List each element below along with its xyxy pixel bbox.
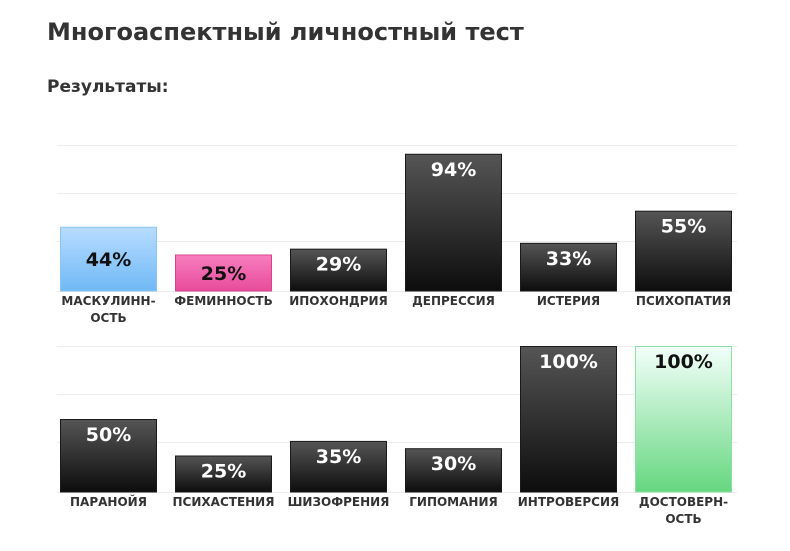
bar <box>175 254 272 292</box>
bar-value-label: 35% <box>316 446 361 468</box>
bar-value-label: 29% <box>316 254 361 276</box>
category-label: ПСИХАСТЕНИЯ <box>173 495 275 509</box>
bar-value-label: 44% <box>86 249 131 271</box>
category-label: ШИЗОФРЕНИЯ <box>288 495 390 509</box>
category-label: ФЕМИННОСТЬ <box>174 294 273 308</box>
bar <box>405 153 502 292</box>
bar <box>520 346 617 493</box>
bar-value-label: 30% <box>431 453 476 475</box>
bar-value-label: 100% <box>539 351 598 373</box>
category-label: ИНТРОВЕРСИЯ <box>518 495 620 509</box>
bar-value-label: 100% <box>654 351 713 373</box>
bar-value-label: 25% <box>201 461 246 483</box>
bar-value-label: 94% <box>431 159 476 181</box>
page-title: Многоаспектный личностный тест <box>47 18 524 46</box>
bar-value-label: 25% <box>201 263 246 285</box>
bar <box>635 346 732 493</box>
bar <box>290 248 387 292</box>
category-label: ДЕПРЕССИЯ <box>412 294 495 308</box>
category-label: ОСТЬ <box>665 512 701 526</box>
bar <box>290 440 387 493</box>
category-label: ИСТЕРИЯ <box>537 294 600 308</box>
bar <box>60 419 157 493</box>
bar <box>60 226 157 292</box>
bar <box>405 448 502 493</box>
category-label: ОСТЬ <box>90 311 126 325</box>
bar-value-label: 50% <box>86 424 131 446</box>
bar-value-label: 55% <box>661 216 706 238</box>
bar <box>175 455 272 493</box>
category-label: ДОСТОВЕРН- <box>639 495 728 509</box>
category-label: ИПОХОНДРИЯ <box>289 294 388 308</box>
bar <box>520 242 617 292</box>
category-label: ПАРАНОЙЯ <box>70 494 147 509</box>
category-label: ГИПОМАНИЯ <box>409 495 498 509</box>
category-label: ПСИХОПАТИЯ <box>636 294 731 308</box>
category-label: МАСКУЛИНН- <box>61 294 155 308</box>
bar-value-label: 33% <box>546 248 591 270</box>
results-heading: Результаты: <box>47 77 169 97</box>
bar <box>635 210 732 292</box>
